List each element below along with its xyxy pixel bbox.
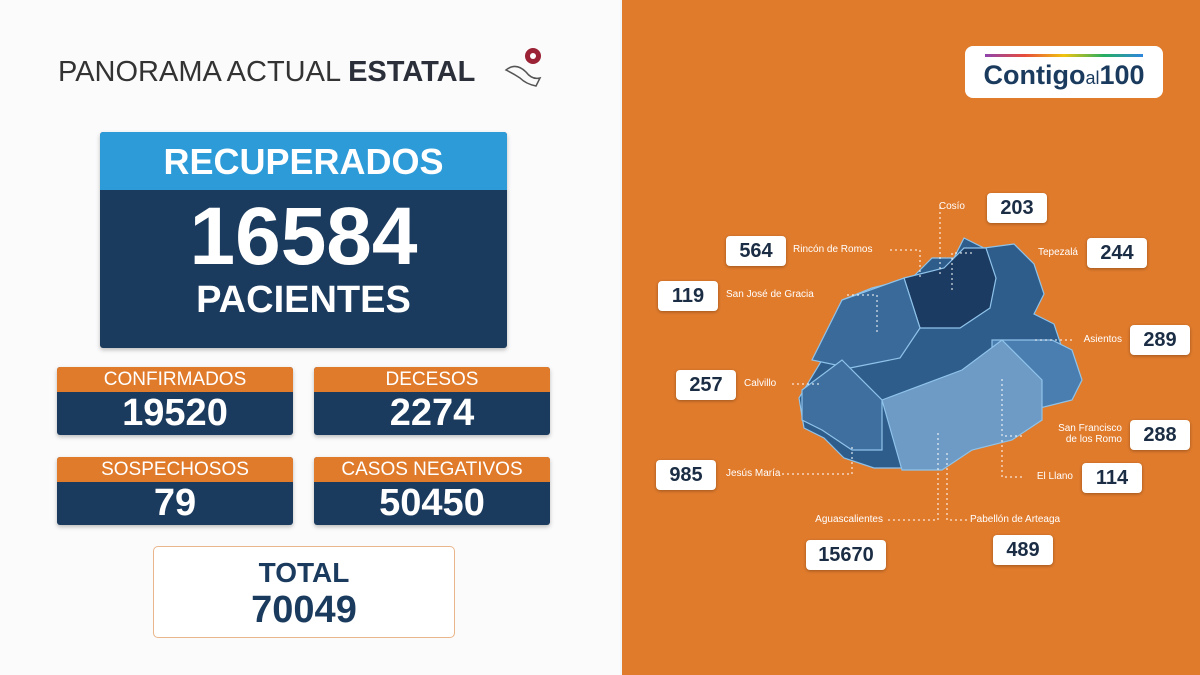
title-light: PANORAMA ACTUAL bbox=[58, 56, 341, 88]
stat-label: CONFIRMADOS bbox=[57, 367, 293, 392]
municipality-value: 289 bbox=[1130, 325, 1190, 355]
municipality-name: Asientos bbox=[1083, 334, 1122, 345]
stat-card: SOSPECHOSOS 79 bbox=[57, 457, 293, 525]
municipality-value: 15670 bbox=[806, 540, 886, 570]
logo-small: al bbox=[1085, 68, 1100, 88]
stat-card: CONFIRMADOS 19520 bbox=[57, 367, 293, 435]
municipality-name: Pabellón de Arteaga bbox=[970, 514, 1061, 525]
total-value: 70049 bbox=[251, 589, 357, 631]
total-card: TOTAL 70049 bbox=[153, 546, 455, 638]
municipality-value: 244 bbox=[1087, 238, 1147, 268]
summary-panel: PANORAMA ACTUAL ESTATAL RECUPERADOS 1658… bbox=[57, 48, 550, 638]
title-bold: ESTATAL bbox=[348, 56, 476, 88]
logo-word: Contigo bbox=[983, 60, 1086, 90]
municipality-name: San Francisco de los Romo bbox=[1058, 423, 1122, 445]
logo-number: 100 bbox=[1099, 60, 1145, 90]
municipality-value: 203 bbox=[987, 193, 1047, 223]
title: PANORAMA ACTUAL ESTATAL bbox=[58, 56, 475, 89]
municipality-value: 489 bbox=[993, 535, 1053, 565]
municipality-name: El Llano bbox=[1036, 471, 1073, 482]
stat-value: 50450 bbox=[379, 482, 485, 524]
stat-label: DECESOS bbox=[314, 367, 550, 392]
mexico-icon bbox=[504, 48, 542, 87]
recovered-card: RECUPERADOS 16584 PACIENTES bbox=[100, 132, 507, 348]
stat-value: 19520 bbox=[122, 392, 228, 434]
stat-card: DECESOS 2274 bbox=[314, 367, 550, 435]
municipality-name: Tepezalá bbox=[1037, 247, 1078, 258]
municipality-name: Calvillo bbox=[744, 378, 777, 389]
municipality-name: Jesús María bbox=[726, 468, 781, 479]
recovered-label: RECUPERADOS bbox=[100, 132, 507, 190]
recovered-unit: PACIENTES bbox=[196, 279, 411, 321]
stat-card: CASOS NEGATIVOS 50450 bbox=[314, 457, 550, 525]
municipality-value: 985 bbox=[656, 460, 716, 490]
municipality-name: Aguascalientes bbox=[815, 514, 883, 525]
municipality-name: Rincón de Romos bbox=[793, 244, 873, 255]
stat-label: SOSPECHOSOS bbox=[57, 457, 293, 482]
municipality-name: San José de Gracia bbox=[726, 289, 814, 300]
total-label: TOTAL bbox=[258, 557, 350, 588]
stat-label: CASOS NEGATIVOS bbox=[314, 457, 550, 482]
municipality-value: 257 bbox=[676, 370, 736, 400]
municipality-value: 114 bbox=[1082, 463, 1142, 493]
stat-value: 79 bbox=[153, 482, 197, 524]
municipality-name: Cosío bbox=[938, 201, 965, 212]
logo: Contigoal100 bbox=[965, 46, 1163, 98]
municipality-value: 119 bbox=[658, 281, 718, 311]
state-map bbox=[782, 207, 1083, 521]
map-panel: Contigoal100 203 Cosío 564 Rincón de Romos 2… bbox=[622, 0, 1200, 675]
recovered-value: 16584 bbox=[189, 191, 418, 282]
municipality-value: 564 bbox=[726, 236, 786, 266]
stat-value: 2274 bbox=[389, 392, 475, 434]
municipality-value: 288 bbox=[1130, 420, 1190, 450]
